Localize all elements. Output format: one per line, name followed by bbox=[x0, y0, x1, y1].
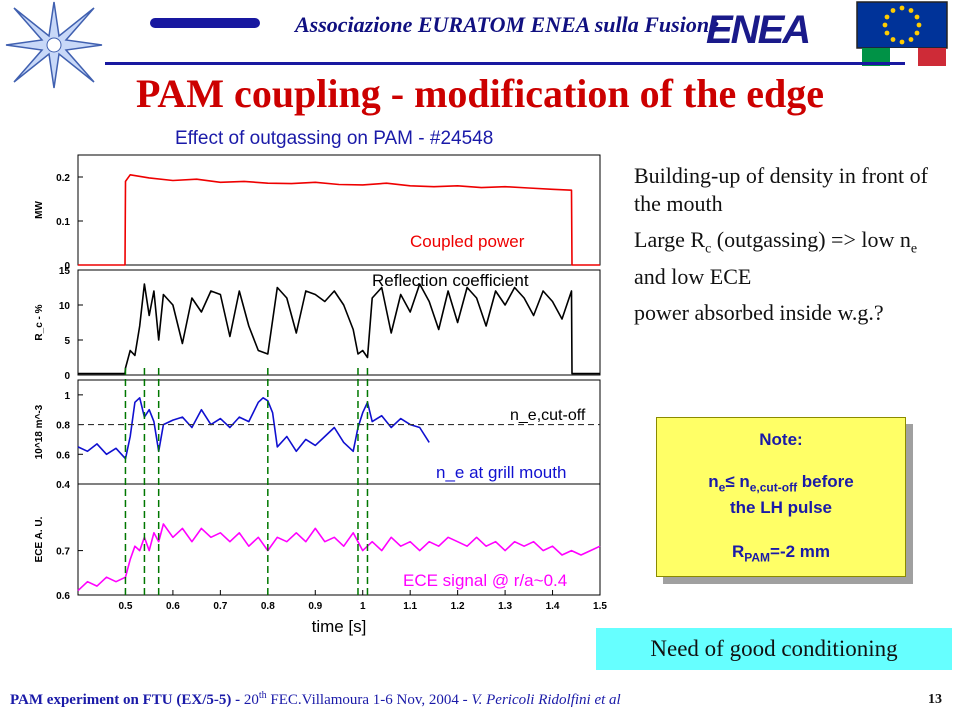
x-tick-label: 1 bbox=[360, 601, 366, 612]
panel-frame-4 bbox=[77, 483, 601, 596]
x-tick-label: 0.7 bbox=[213, 601, 227, 612]
y-tick-label: 0.1 bbox=[56, 217, 70, 228]
eu-flag-icon bbox=[856, 1, 948, 49]
slide-title: PAM coupling - modification of the edge bbox=[135, 71, 825, 116]
y-tick-label: 5 bbox=[64, 336, 70, 347]
bullet-3: power absorbed inside w.g.? bbox=[634, 300, 884, 326]
italian-flag-icon bbox=[862, 48, 946, 66]
x-tick-label: 0.8 bbox=[261, 601, 275, 612]
y-tick-label: 0 bbox=[64, 371, 70, 382]
y-tick-label: 0.8 bbox=[56, 421, 70, 432]
header-decoration-bar bbox=[150, 18, 260, 28]
note-box: Note: ne≤ ne,cut-off before the LH pulse… bbox=[656, 417, 906, 577]
x-tick-label: 1.1 bbox=[403, 601, 417, 612]
series-line-3 bbox=[77, 396, 430, 460]
bullet-2: Large Rc (outgassing) => low ne and low … bbox=[634, 227, 918, 290]
y-tick-label: 0.6 bbox=[56, 450, 70, 461]
x-tick-label: 1.4 bbox=[546, 601, 560, 612]
panel-frame-2 bbox=[77, 269, 601, 376]
x-tick-label: 0.5 bbox=[119, 601, 133, 612]
y-axis-label: MW bbox=[34, 201, 45, 219]
x-tick-label: 0.6 bbox=[166, 601, 180, 612]
note-heading: Note: bbox=[759, 430, 803, 449]
page-number: 13 bbox=[928, 692, 942, 707]
panel-label-1: Coupled power bbox=[410, 232, 525, 251]
x-tick-label: 1.2 bbox=[451, 601, 465, 612]
enea-logo: ENEA bbox=[706, 8, 811, 52]
y-axis-label: R_c - % bbox=[34, 304, 45, 340]
bullet-list: Building-up of density in front of the m… bbox=[634, 162, 954, 335]
x-tick-label: 1.3 bbox=[498, 601, 512, 612]
y-tick-label: 0.2 bbox=[56, 173, 70, 184]
cutoff-label: n_e,cut-off bbox=[510, 407, 586, 424]
y-tick-label: 0.6 bbox=[56, 591, 70, 602]
y-tick-label: 15 bbox=[59, 266, 71, 277]
conclusion-banner: Need of good conditioning bbox=[596, 628, 952, 670]
note-line-3: RPAM=-2 mm bbox=[731, 542, 831, 565]
y-tick-label: 0.7 bbox=[56, 547, 70, 558]
outgassing-chart: 0 0.1 0.2 MW 0 5 10 15 R_c - % 0.4 0.6 0.8 1 10^18 m^… bbox=[34, 154, 607, 636]
panel-label-3: n_e at grill mouth bbox=[436, 463, 566, 482]
header-rule bbox=[105, 62, 905, 65]
bullet-1: Building-up of density in front of the m… bbox=[634, 163, 928, 216]
x-tick-label: 1.5 bbox=[593, 601, 607, 612]
chart-title: Effect of outgassing on PAM - #24548 bbox=[175, 128, 494, 149]
panel-frame-1 bbox=[77, 154, 601, 266]
star-logo-icon bbox=[5, 1, 103, 89]
note-line-1: ne≤ ne,cut-off before bbox=[708, 472, 854, 495]
y-tick-label: 1 bbox=[64, 391, 70, 402]
note-line-2: the LH pulse bbox=[729, 498, 832, 517]
y-tick-label: 0 bbox=[64, 261, 70, 272]
y-axis-label: 10^18 m^-3 bbox=[34, 404, 45, 459]
x-axis-label: time [s] bbox=[312, 617, 367, 636]
series-line-2 bbox=[78, 283, 600, 375]
x-tick-label: 0.9 bbox=[308, 601, 322, 612]
panel-label-4: ECE signal @ r/a~0.4 bbox=[403, 571, 567, 590]
y-axis-label: ECE A. U. bbox=[34, 516, 45, 562]
panel-label-2: Reflection coefficient bbox=[372, 271, 529, 290]
footer-citation: PAM experiment on FTU (EX/5-5) - 20th FE… bbox=[10, 690, 621, 708]
series-line-4 bbox=[77, 523, 601, 592]
y-tick-label: 10 bbox=[59, 301, 71, 312]
series-line-1 bbox=[78, 174, 600, 266]
y-tick-label: 0.4 bbox=[56, 480, 70, 491]
association-name: Associazione EURATOM ENEA sulla Fusione bbox=[295, 12, 719, 37]
